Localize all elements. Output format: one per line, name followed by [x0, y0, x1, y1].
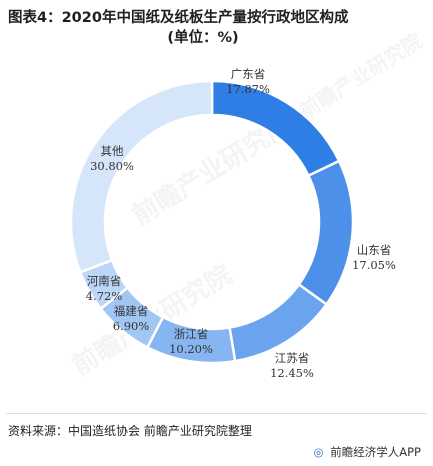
donut-slice [297, 159, 355, 307]
slice-category-label: 山东省 [357, 243, 392, 257]
title-line-2: (单位：%) [167, 30, 239, 46]
slice-category-label: 浙江省 [174, 327, 209, 341]
slice-category-label: 福建省 [114, 304, 149, 318]
brand-name: 前瞻经济学人APP [330, 445, 421, 459]
slice-category-label: 河南省 [87, 274, 122, 288]
slice-category-label: 其他 [101, 144, 124, 158]
footer-brand: ◎ 前瞻经济学人APP [314, 444, 421, 460]
slice-value-label: 12.45% [270, 366, 314, 380]
slice-value-label: 6.90% [113, 319, 150, 333]
slice-value-label: 17.87% [226, 82, 270, 96]
slice-value-label: 17.05% [352, 258, 396, 272]
slice-value-label: 10.20% [169, 342, 213, 356]
donut-slice [228, 282, 329, 363]
slice-category-label: 广东省 [231, 67, 266, 81]
donut-slice [69, 79, 214, 274]
source-note: 资料来源：中国造纸协会 前瞻产业研究院整理 [8, 424, 252, 438]
brand-logo-icon: ◎ [313, 445, 324, 459]
slice-category-label: 江苏省 [275, 351, 310, 365]
chart-title: 图表4：2020年中国纸及纸板生产量按行政地区构成 (单位：%) [8, 8, 428, 48]
title-line-1: 图表4：2020年中国纸及纸板生产量按行政地区构成 [8, 10, 349, 26]
divider [6, 413, 427, 414]
slice-value-label: 30.80% [90, 159, 134, 173]
slice-value-label: 4.72% [86, 289, 123, 303]
